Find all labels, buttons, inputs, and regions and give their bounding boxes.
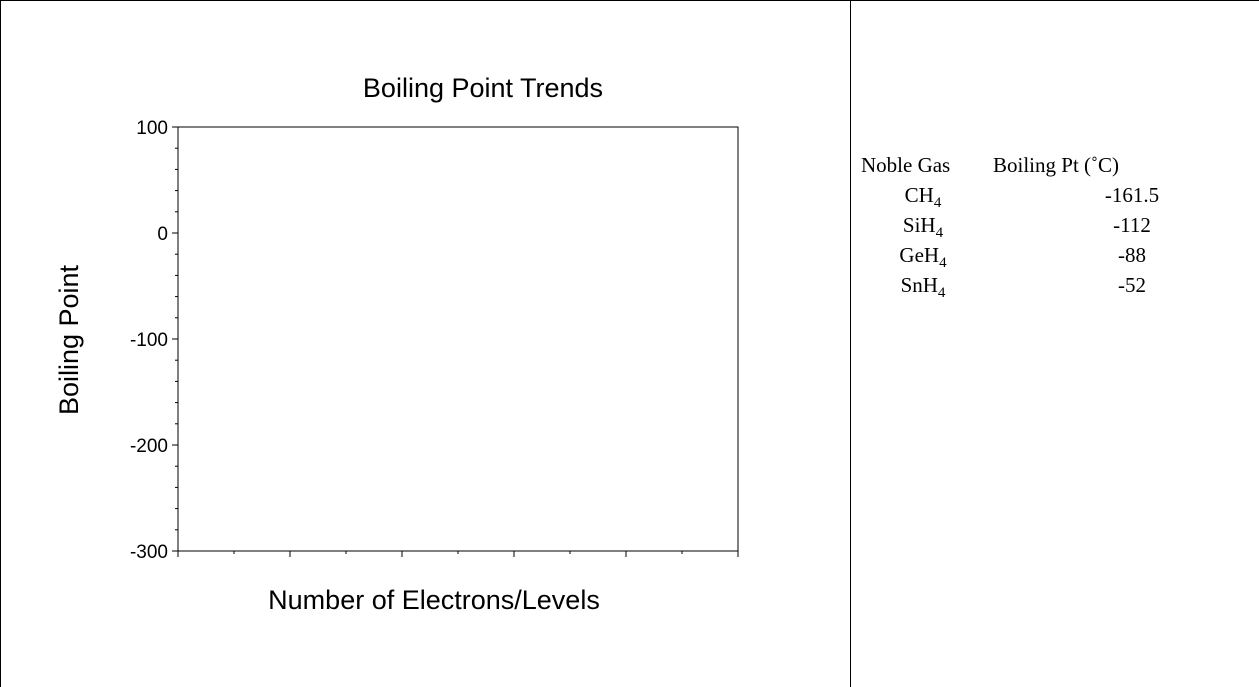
y-axis-ticks <box>172 126 178 552</box>
gas-formula-cell: SiH4 <box>861 210 993 241</box>
y-tick-label: -200 <box>130 436 168 457</box>
formula-base: SnH <box>900 273 938 297</box>
header-boiling-pt: Boiling Pt (˚C) <box>993 153 1120 177</box>
table-row: SiH4 -112 <box>861 210 1259 241</box>
gas-formula-cell: SnH4 <box>861 270 993 301</box>
boiling-point-chart: Boiling Point Trends 100 0 -100 -200 -300 Bo… <box>54 73 739 615</box>
boiling-point-table: Noble Gas Boiling Pt (˚C) CH4 -161.5 SiH4-… <box>861 150 1259 301</box>
boiling-point-cell: -52 <box>1118 273 1146 297</box>
table-header-row: Noble Gas Boiling Pt (˚C) <box>861 150 1259 180</box>
boiling-point-cell: -88 <box>1118 243 1146 267</box>
x-axis-ticks <box>177 551 739 557</box>
table-row: CH4 -161.5 <box>861 180 1259 211</box>
gas-formula-cell: CH4 <box>861 180 993 211</box>
formula-subscript: 4 <box>933 195 942 211</box>
y-axis-tick-labels: 100 0 -100 -200 -300 <box>130 118 168 563</box>
column-divider <box>850 0 851 687</box>
plot-area <box>177 126 739 552</box>
chart-title: Boiling Point Trends <box>363 73 603 103</box>
boiling-point-cell: -112 <box>1113 213 1151 237</box>
boiling-point-cell: -161.5 <box>1104 183 1160 207</box>
gas-formula-cell: GeH4 <box>861 240 993 271</box>
formula-subscript: 4 <box>939 255 947 271</box>
y-tick-label: 100 <box>136 118 168 139</box>
y-axis-label: Boiling Point <box>54 264 84 415</box>
table-row: GeH4 -88 <box>861 240 1259 271</box>
formula-subscript: 4 <box>937 285 946 301</box>
x-axis-label: Number of Electrons/Levels <box>268 585 600 615</box>
y-tick-label: -100 <box>130 330 168 351</box>
formula-subscript: 4 <box>935 225 944 241</box>
table-row: SnH4 -52 <box>861 270 1259 301</box>
formula-base: SiH <box>902 213 936 237</box>
header-noble-gas: Noble Gas <box>861 153 951 177</box>
table-body: CH4 -161.5 SiH4 -112 GeH4 -88 SnH4 -52 <box>861 180 1259 301</box>
y-tick-label: -300 <box>130 542 168 563</box>
y-tick-label: 0 <box>157 224 168 245</box>
formula-base: GeH <box>899 243 940 267</box>
formula-base: CH <box>904 183 934 207</box>
